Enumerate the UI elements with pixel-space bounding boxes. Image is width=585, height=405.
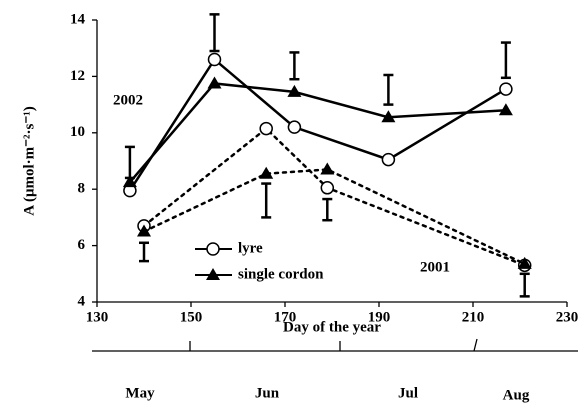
month-label: Aug bbox=[503, 387, 530, 403]
marker bbox=[122, 175, 137, 188]
legend-label: lyre bbox=[238, 240, 263, 256]
legend-marker bbox=[206, 242, 220, 256]
month-label: Jul bbox=[398, 385, 418, 401]
error-bar bbox=[124, 145, 135, 180]
y-tick-label: 14 bbox=[70, 11, 86, 27]
y-tick-label: 6 bbox=[78, 237, 86, 253]
marker bbox=[320, 162, 335, 175]
error-bar bbox=[519, 272, 530, 298]
error-bar bbox=[209, 13, 220, 53]
x-tick-label: 230 bbox=[556, 309, 579, 325]
marker bbox=[381, 152, 396, 167]
marker bbox=[207, 76, 222, 89]
annotation: 2002 bbox=[113, 92, 143, 108]
marker bbox=[287, 84, 302, 97]
series-line bbox=[142, 126, 526, 267]
error-bar bbox=[383, 73, 394, 106]
y-tick-label: 8 bbox=[78, 181, 86, 197]
timeline-tick bbox=[473, 338, 478, 352]
series-line bbox=[128, 82, 506, 183]
annotation: 2001 bbox=[420, 259, 450, 275]
series-line bbox=[142, 168, 526, 266]
marker bbox=[498, 103, 513, 116]
marker bbox=[320, 181, 335, 195]
x-tick-label: 210 bbox=[462, 309, 485, 325]
marker bbox=[499, 82, 513, 96]
y-tick-label: 4 bbox=[78, 293, 86, 309]
x-tick-label: 130 bbox=[86, 309, 109, 325]
y-axis-label: A (μmol·m⁻²·s⁻¹) bbox=[21, 106, 37, 216]
error-bar bbox=[500, 41, 511, 80]
marker bbox=[287, 120, 302, 134]
y-tick-label: 10 bbox=[70, 124, 85, 140]
error-bar bbox=[289, 51, 300, 81]
marker bbox=[137, 224, 151, 237]
marker bbox=[259, 121, 273, 136]
marker bbox=[517, 256, 532, 269]
error-bar bbox=[261, 182, 272, 219]
error-bar bbox=[322, 197, 333, 222]
legend-label: single cordon bbox=[238, 266, 324, 282]
x-axis-label: Day of the year bbox=[283, 319, 381, 335]
error-bar bbox=[139, 241, 149, 263]
month-label: Jun bbox=[255, 385, 280, 401]
marker bbox=[259, 166, 274, 179]
x-tick-label: 150 bbox=[180, 309, 203, 325]
y-tick-label: 12 bbox=[70, 68, 85, 84]
marker bbox=[207, 52, 222, 67]
x-tick-label: 190 bbox=[368, 309, 391, 325]
x-tick-label: 170 bbox=[274, 309, 297, 325]
month-timeline: May Jun Jul Aug bbox=[92, 338, 578, 403]
month-label: May bbox=[125, 385, 155, 401]
marker bbox=[381, 110, 396, 123]
legend-marker bbox=[206, 268, 220, 280]
